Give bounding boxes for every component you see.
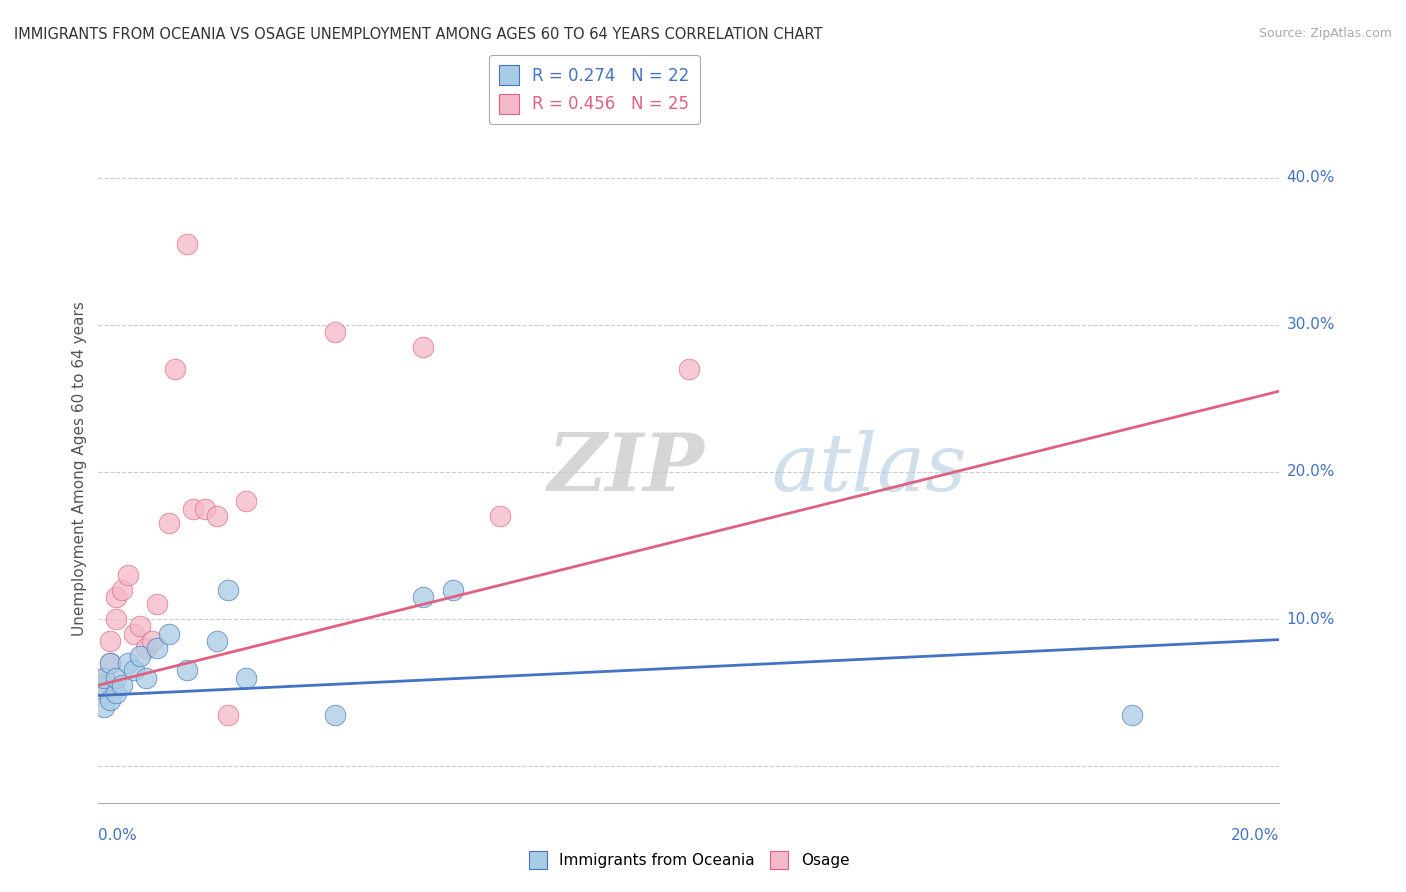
Point xyxy=(323,326,346,340)
Point xyxy=(217,707,239,722)
Point xyxy=(93,685,115,699)
Point xyxy=(146,641,169,656)
Point xyxy=(128,619,150,633)
Point xyxy=(141,634,163,648)
Text: IMMIGRANTS FROM OCEANIA VS OSAGE UNEMPLOYMENT AMONG AGES 60 TO 64 YEARS CORRELAT: IMMIGRANTS FROM OCEANIA VS OSAGE UNEMPLO… xyxy=(14,27,823,42)
Point xyxy=(489,509,512,524)
Point xyxy=(98,656,121,670)
Point xyxy=(157,516,180,531)
Point xyxy=(135,671,157,685)
Point xyxy=(176,664,198,678)
Point xyxy=(412,340,434,354)
Point xyxy=(135,641,157,656)
Point xyxy=(93,671,115,685)
Point xyxy=(235,494,257,508)
Point xyxy=(117,568,139,582)
Text: 20.0%: 20.0% xyxy=(1286,465,1334,480)
Text: Source: ZipAtlas.com: Source: ZipAtlas.com xyxy=(1258,27,1392,40)
Point xyxy=(217,582,239,597)
Point xyxy=(98,634,121,648)
Text: 30.0%: 30.0% xyxy=(1286,318,1334,333)
Point xyxy=(1121,707,1143,722)
Point xyxy=(678,362,700,376)
Point xyxy=(105,590,128,604)
Text: 10.0%: 10.0% xyxy=(1286,612,1334,626)
Point xyxy=(105,612,128,626)
Point xyxy=(93,671,115,685)
Point xyxy=(146,597,169,611)
Point xyxy=(323,707,346,722)
Point xyxy=(128,648,150,663)
Point xyxy=(93,700,115,714)
Point xyxy=(157,626,180,640)
Point xyxy=(235,671,257,685)
Point xyxy=(412,590,434,604)
Point xyxy=(105,671,128,685)
Point xyxy=(98,693,121,707)
Text: 0.0%: 0.0% xyxy=(98,828,138,843)
Point xyxy=(205,509,228,524)
Text: atlas: atlas xyxy=(772,430,967,507)
Y-axis label: Unemployment Among Ages 60 to 64 years: Unemployment Among Ages 60 to 64 years xyxy=(72,301,87,636)
Text: 20.0%: 20.0% xyxy=(1232,828,1279,843)
Point xyxy=(165,362,187,376)
Text: ZIP: ZIP xyxy=(547,430,704,507)
Point xyxy=(98,656,121,670)
Point xyxy=(111,678,134,692)
Point xyxy=(105,685,128,699)
Point xyxy=(117,656,139,670)
Point xyxy=(194,501,217,516)
Point xyxy=(111,582,134,597)
Point xyxy=(205,634,228,648)
Point xyxy=(181,501,204,516)
Point xyxy=(93,678,115,692)
Point xyxy=(441,582,464,597)
Point xyxy=(176,237,198,252)
Legend: Immigrants from Oceania, Osage: Immigrants from Oceania, Osage xyxy=(523,845,855,875)
Point xyxy=(122,626,145,640)
Text: 40.0%: 40.0% xyxy=(1286,170,1334,186)
Point xyxy=(122,664,145,678)
